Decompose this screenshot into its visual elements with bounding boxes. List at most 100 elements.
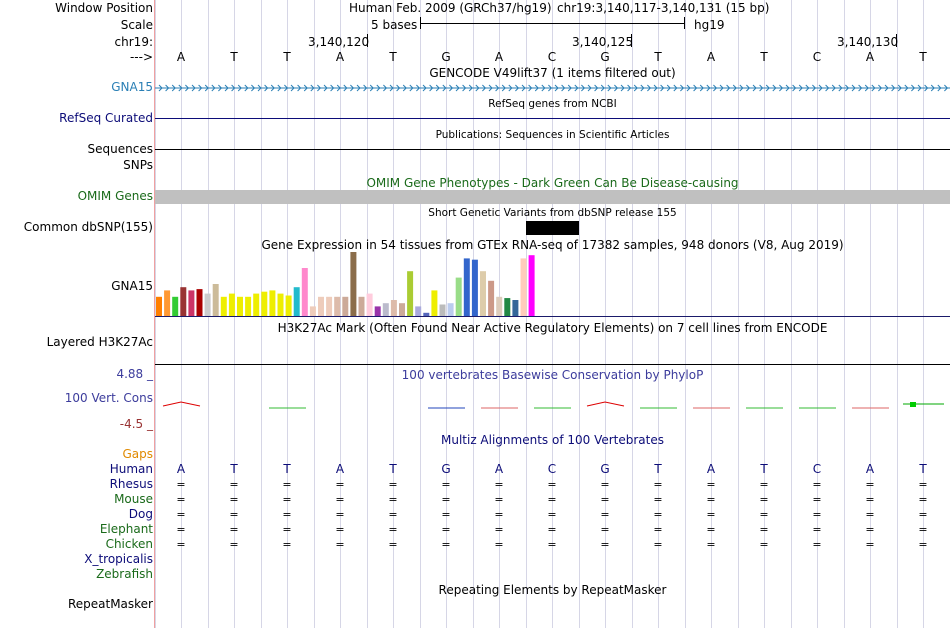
gencode-gene-GNA15[interactable] <box>155 82 950 94</box>
gencode-track-label[interactable]: GNA15 <box>111 80 153 94</box>
sequence-base[interactable]: C <box>812 50 822 64</box>
strand-chevron <box>693 84 698 92</box>
phylop-plot[interactable] <box>155 396 950 416</box>
strand-chevron <box>495 84 500 92</box>
repeatmasker-track-title[interactable]: Repeating Elements by RepeatMasker <box>438 583 667 597</box>
strand-chevron <box>231 84 236 92</box>
phylop-track-title[interactable]: 100 vertebrates Basewise Conservation by… <box>401 368 704 382</box>
sequence-base[interactable]: T <box>389 50 397 64</box>
alignment-match-marker: = <box>547 508 557 521</box>
species-label-elephant[interactable]: Elephant <box>99 522 153 536</box>
gtex-tissue-bar <box>301 268 308 316</box>
omim-track-title[interactable]: OMIM Gene Phenotypes - Dark Green Can Be… <box>366 176 739 190</box>
strand-chevron <box>871 84 876 92</box>
species-label-zebrafish[interactable]: Zebrafish <box>96 567 153 581</box>
gtex-tissue-bar <box>399 303 405 316</box>
dbsnp-variant[interactable] <box>526 221 579 235</box>
alignment-match-marker: = <box>600 508 610 521</box>
strand-chevron <box>864 84 869 92</box>
h3k27ac-track-label[interactable]: Layered H3K27Ac <box>46 335 153 349</box>
strand-chevron <box>924 84 929 92</box>
omim-phenotype-bar[interactable] <box>155 190 950 204</box>
sequence-base[interactable]: A <box>335 50 345 64</box>
strand-chevron <box>805 84 810 92</box>
refseq-track-title[interactable]: RefSeq genes from NCBI <box>488 98 617 110</box>
species-label-dog[interactable]: Dog <box>128 507 153 521</box>
alignment-match-marker: = <box>653 478 663 491</box>
sequence-base[interactable]: G <box>600 50 610 64</box>
sequence-base[interactable]: A <box>706 50 716 64</box>
db-label: hg19 <box>694 18 725 32</box>
gtex-bar-chart[interactable] <box>155 250 950 318</box>
gencode-track-title[interactable]: GENCODE V49lift37 (1 items filtered out) <box>429 66 676 80</box>
sequence-base[interactable]: A <box>494 50 504 64</box>
sequence-base[interactable]: G <box>441 50 451 64</box>
strand-chevron <box>785 84 790 92</box>
strand-arrow-label[interactable]: ---> <box>129 50 153 64</box>
sequence-base[interactable]: T <box>283 50 291 64</box>
snps-track-label[interactable]: SNPs <box>123 158 153 172</box>
alignment-match-marker: = <box>335 523 345 536</box>
strand-chevron <box>475 84 480 92</box>
gtex-track-label[interactable]: GNA15 <box>111 279 153 293</box>
phylop-track-label[interactable]: 100 Vert. Cons <box>64 391 153 405</box>
alignment-match-marker: = <box>282 478 292 491</box>
gtex-tissue-bar <box>196 289 203 316</box>
grid-line <box>764 0 765 628</box>
sidebar-separator <box>154 0 155 628</box>
ruler-tick-label-1: 3,140,120 <box>308 35 370 49</box>
sequence-base[interactable]: A <box>865 50 875 64</box>
human-alignment-base: A <box>706 462 716 476</box>
strand-chevron <box>680 84 685 92</box>
refseq-track-label[interactable]: RefSeq Curated <box>59 111 153 125</box>
grid-line <box>897 0 898 628</box>
sequence-base[interactable]: T <box>230 50 238 64</box>
species-label-rhesus[interactable]: Rhesus <box>109 477 153 491</box>
repeatmasker-track-label[interactable]: RepeatMasker <box>67 597 153 611</box>
publications-line[interactable] <box>155 149 950 150</box>
alignment-match-marker: = <box>865 538 875 551</box>
alignment-match-marker: = <box>653 508 663 521</box>
strand-chevron <box>422 84 427 92</box>
species-label-chicken[interactable]: Chicken <box>105 537 153 551</box>
sequence-base[interactable]: A <box>176 50 186 64</box>
gtex-track-title[interactable]: Gene Expression in 54 tissues from GTEx … <box>261 238 844 252</box>
scale-bar <box>420 23 684 24</box>
publications-track-title[interactable]: Publications: Sequences in Scientific Ar… <box>435 129 670 141</box>
strand-chevron <box>277 84 282 92</box>
human-alignment-base: G <box>600 462 610 476</box>
gtex-tissue-bar <box>261 291 268 316</box>
human-alignment-base: A <box>176 462 186 476</box>
human-alignment-base: T <box>283 462 291 476</box>
grid-line <box>711 0 712 628</box>
strand-chevron <box>171 84 176 92</box>
species-label-x_tropicalis[interactable]: X_tropicalis <box>84 552 153 566</box>
strand-chevron <box>917 84 922 92</box>
dbsnp-track-label[interactable]: Common dbSNP(155) <box>23 220 153 234</box>
refseq-gene-line[interactable] <box>155 118 950 119</box>
multiz-track-title[interactable]: Multiz Alignments of 100 Vertebrates <box>440 433 665 447</box>
sequence-base[interactable]: T <box>919 50 927 64</box>
gaps-label: Gaps <box>122 447 153 461</box>
alignment-match-marker: = <box>494 493 504 506</box>
gtex-tissue-bar <box>309 306 316 316</box>
sequence-base[interactable]: T <box>654 50 662 64</box>
grid-line <box>870 0 871 628</box>
alignment-match-marker: = <box>812 478 822 491</box>
h3k27ac-track-title[interactable]: H3K27Ac Mark (Often Found Near Active Re… <box>277 321 828 335</box>
species-label-mouse[interactable]: Mouse <box>114 492 153 506</box>
gtex-tissue-bar <box>318 296 324 316</box>
species-label-human[interactable]: Human <box>109 462 153 476</box>
strand-chevron <box>620 84 625 92</box>
dbsnp-track-title[interactable]: Short Genetic Variants from dbSNP releas… <box>428 207 677 219</box>
sequences-track-label[interactable]: Sequences <box>87 142 153 156</box>
strand-chevron <box>845 84 850 92</box>
omim-track-label[interactable]: OMIM Genes <box>77 189 153 203</box>
grid-line <box>155 0 156 628</box>
strand-chevron <box>686 84 691 92</box>
strand-chevron <box>158 84 163 92</box>
sequence-base[interactable]: T <box>760 50 768 64</box>
strand-chevron <box>383 84 388 92</box>
strand-chevron <box>937 84 942 92</box>
sequence-base[interactable]: C <box>547 50 557 64</box>
